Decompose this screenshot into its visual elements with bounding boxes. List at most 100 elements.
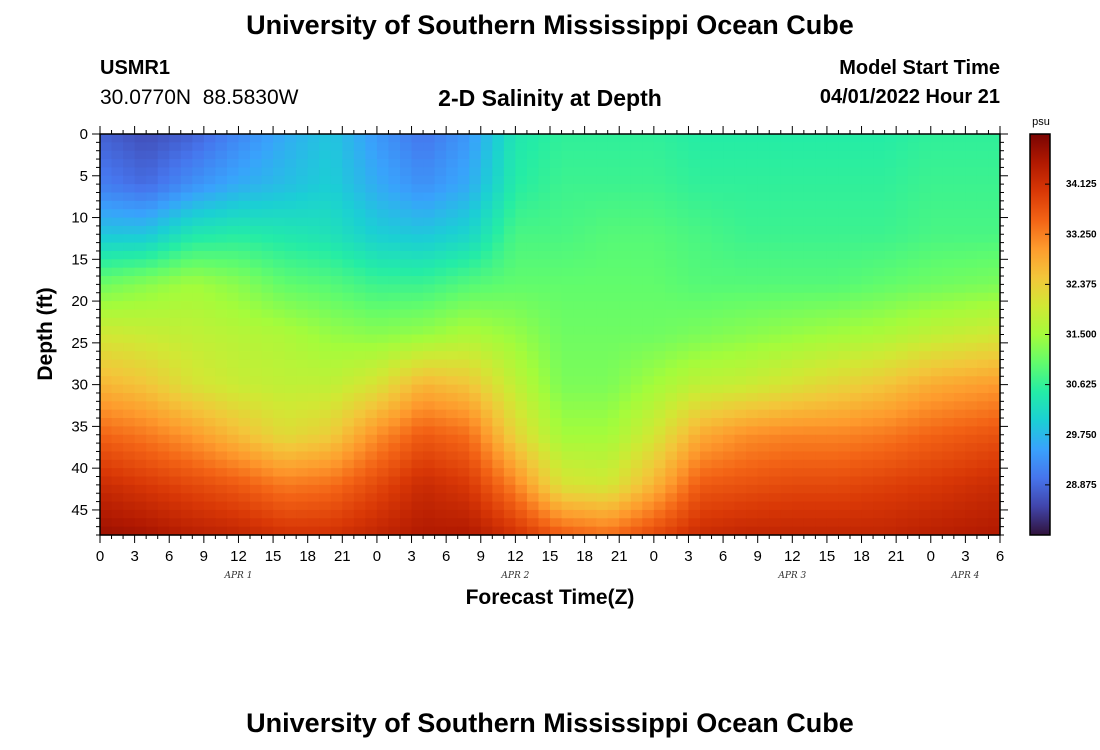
heatmap-cell <box>630 175 643 185</box>
heatmap-cell <box>573 484 586 494</box>
heatmap-cell <box>838 175 851 185</box>
heatmap-cell <box>896 225 909 235</box>
heatmap-cell <box>630 501 643 511</box>
heatmap-cell <box>965 367 978 377</box>
heatmap-cell <box>550 267 563 277</box>
heatmap-cell <box>884 225 897 235</box>
heatmap-cell <box>284 518 297 528</box>
heatmap-cell <box>388 351 401 361</box>
heatmap-cell <box>469 376 482 386</box>
heatmap-cell <box>561 509 574 519</box>
heatmap-cell <box>561 225 574 235</box>
heatmap-cell <box>434 142 447 152</box>
heatmap-cell <box>907 225 920 235</box>
heatmap-cell <box>769 459 782 469</box>
heatmap-cell <box>261 493 274 503</box>
heatmap-cell <box>296 200 309 210</box>
heatmap-cell <box>803 484 816 494</box>
heatmap-cell <box>711 259 724 269</box>
heatmap-cell <box>630 134 643 143</box>
heatmap-cell <box>296 509 309 519</box>
heatmap-cell <box>619 401 632 411</box>
heatmap-cell <box>123 200 136 210</box>
heatmap-cell <box>492 392 505 402</box>
heatmap-cell <box>734 159 747 169</box>
heatmap-cell <box>884 443 897 453</box>
heatmap-cell <box>688 292 701 302</box>
heatmap-cell <box>873 409 886 419</box>
heatmap-cell <box>746 501 759 511</box>
heatmap-cell <box>965 451 978 461</box>
heatmap-cell <box>111 317 124 327</box>
heatmap-cell <box>296 326 309 336</box>
heatmap-cell <box>503 167 516 177</box>
heatmap-cell <box>584 459 597 469</box>
heatmap-cell <box>480 459 493 469</box>
heatmap-cell <box>907 234 920 244</box>
heatmap-cell <box>157 184 170 194</box>
heatmap-cell <box>319 418 332 427</box>
heatmap-cell <box>734 184 747 194</box>
heatmap-cell <box>123 142 136 152</box>
heatmap-cell <box>503 401 516 411</box>
heatmap-cell <box>180 443 193 453</box>
heatmap-cell <box>803 242 816 252</box>
heatmap-cell <box>607 392 620 402</box>
heatmap-cell <box>573 376 586 386</box>
heatmap-cell <box>953 267 966 277</box>
heatmap-cell <box>203 234 216 244</box>
heatmap-cell <box>192 167 205 177</box>
heatmap-cell <box>769 200 782 210</box>
heatmap-cell <box>850 484 863 494</box>
heatmap-cell <box>746 242 759 252</box>
heatmap-cell <box>226 484 240 494</box>
heatmap-cell <box>665 276 678 285</box>
heatmap-cell <box>446 292 459 302</box>
heatmap-cell <box>919 309 932 319</box>
heatmap-cell <box>688 326 701 336</box>
heatmap-cell <box>365 317 378 327</box>
heatmap-cell <box>526 376 540 386</box>
heatmap-cell <box>619 225 632 235</box>
heatmap-cell <box>503 418 516 427</box>
heatmap-cell <box>873 242 886 252</box>
heatmap-cell <box>365 376 378 386</box>
heatmap-cell <box>284 184 297 194</box>
heatmap-cell <box>180 317 193 327</box>
heatmap-cell <box>515 259 528 269</box>
heatmap-cell <box>711 142 724 152</box>
heatmap-cell <box>561 259 574 269</box>
heatmap-cell <box>411 476 424 486</box>
heatmap-cell <box>273 526 286 536</box>
heatmap-cell <box>676 267 690 277</box>
heatmap-cell <box>919 184 932 194</box>
heatmap-cell <box>757 209 770 219</box>
heatmap-cell <box>261 309 274 319</box>
heatmap-cell <box>423 184 436 194</box>
heatmap-cell <box>469 359 482 369</box>
heatmap-cell <box>400 175 413 185</box>
y-tick-label: 35 <box>71 418 88 435</box>
heatmap-cell <box>330 292 343 302</box>
heatmap-cell <box>769 284 782 294</box>
heatmap-cell <box>203 493 216 503</box>
heatmap-cell <box>134 443 147 453</box>
heatmap-cell <box>111 276 124 285</box>
heatmap-cell <box>296 134 309 143</box>
heatmap-cell <box>480 409 493 419</box>
heatmap-cell <box>573 192 586 202</box>
heatmap-cell <box>988 359 1001 369</box>
heatmap-cell <box>988 476 1001 486</box>
heatmap-cell <box>342 484 355 494</box>
heatmap-cell <box>515 326 528 336</box>
heatmap-cell <box>342 259 355 269</box>
heatmap-cell <box>815 484 828 494</box>
heatmap-cell <box>192 409 205 419</box>
heatmap-cell <box>342 418 355 427</box>
heatmap-cell <box>976 184 990 194</box>
heatmap-cell <box>769 476 782 486</box>
heatmap-cell <box>134 292 147 302</box>
heatmap-cell <box>953 284 966 294</box>
heatmap-cell <box>180 418 193 427</box>
heatmap-cell <box>226 468 240 478</box>
